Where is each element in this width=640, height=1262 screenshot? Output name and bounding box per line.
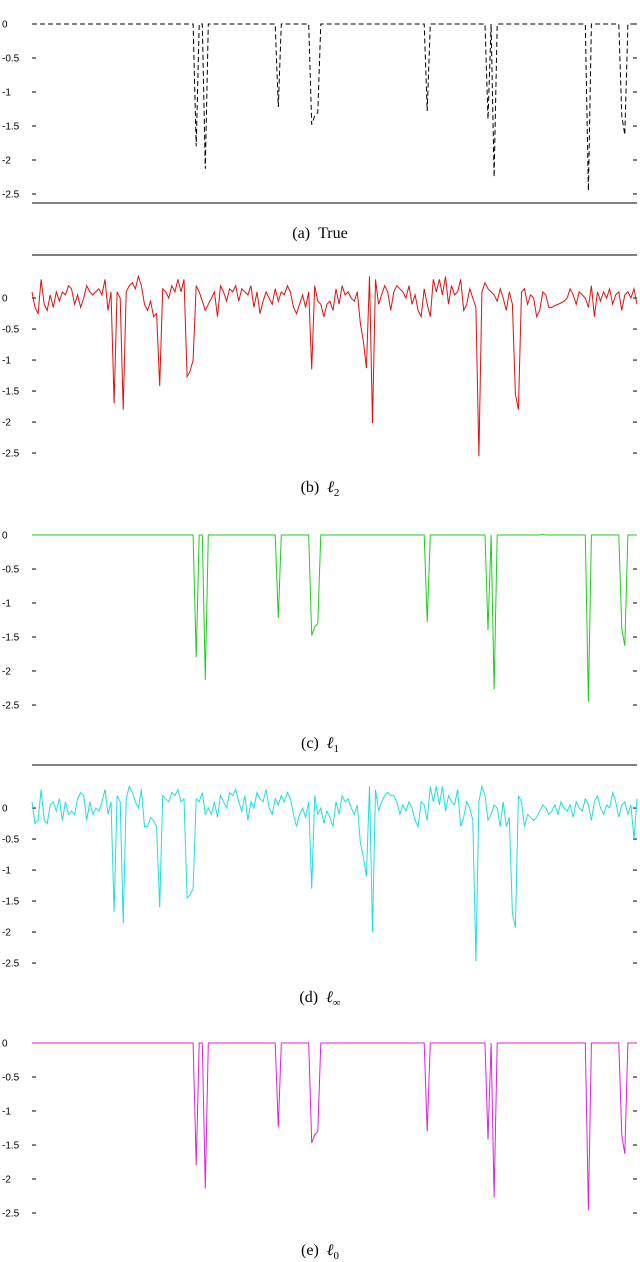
- series-line: [31, 274, 638, 457]
- chart-panel-e: 0-0.5-1-1.5-2-2.5(e) ℓ0: [2, 1039, 637, 1262]
- ytick-label: -1: [2, 356, 11, 367]
- ytick-label: -0.5: [2, 54, 20, 65]
- caption-gap: [319, 1242, 327, 1259]
- caption-subscript: 0: [333, 1250, 339, 1262]
- caption-subscript: ∞: [333, 997, 341, 1009]
- caption-label: (a): [292, 225, 310, 242]
- series-line: [32, 23, 637, 191]
- ytick-label: 0: [2, 294, 8, 305]
- series-line: [32, 1042, 637, 1211]
- caption-gap: [319, 735, 327, 752]
- ytick-label: -1.5: [2, 897, 20, 908]
- series-line: [32, 533, 637, 702]
- caption-gap: [310, 225, 318, 242]
- series-line: [31, 784, 638, 962]
- ytick-label: -1.5: [2, 122, 20, 133]
- panel-caption: (d) ℓ∞: [299, 989, 340, 1009]
- caption-gap: [318, 989, 326, 1006]
- ytick-label: 0: [2, 531, 8, 542]
- ytick-label: -0.5: [2, 1073, 20, 1084]
- panel-caption: (b) ℓ2: [301, 479, 340, 499]
- ytick-label: -0.5: [2, 835, 20, 846]
- caption-label: (d): [299, 989, 318, 1006]
- ytick-label: -2.5: [2, 1209, 20, 1220]
- chart-panel-a: 0 -0.5 -1 -1.5 -2 -2.5 (a) True: [2, 20, 637, 242]
- caption-label: (b): [301, 479, 320, 496]
- ytick-label: -1.5: [2, 387, 20, 398]
- caption-label: (e): [301, 1242, 319, 1259]
- caption-gap: [319, 479, 327, 496]
- ytick-label: 0: [2, 1039, 8, 1050]
- caption-name: ℓ: [326, 989, 333, 1006]
- ytick-label: 0: [2, 20, 8, 31]
- ytick-label: -2.5: [2, 449, 20, 460]
- caption-subscript: 2: [334, 487, 340, 499]
- caption-subscript: 1: [333, 743, 339, 755]
- ytick-label: -2: [2, 418, 11, 429]
- caption-name: ℓ: [327, 735, 334, 752]
- chart-panel-d: 0 -0.5 -1 -1.5 -2 -2.5 (d) ℓ∞: [2, 764, 638, 1009]
- caption-label: (c): [301, 735, 319, 752]
- ytick-label: -1.5: [2, 633, 20, 644]
- ytick-label: -2: [2, 667, 11, 678]
- ytick-label: -2.5: [2, 959, 20, 970]
- ytick-label: -2: [2, 1175, 11, 1186]
- chart-panel-b: 0 -0.5 -1 -1.5 -2 -2.5 (b) ℓ2: [2, 254, 638, 499]
- ytick-label: -0.5: [2, 565, 20, 576]
- ytick-label: -1.5: [2, 1141, 20, 1152]
- ytick-label: -1: [2, 1107, 11, 1118]
- ytick-label: -1: [2, 88, 11, 99]
- caption-name: ℓ: [327, 479, 334, 496]
- ytick-label: -1: [2, 866, 11, 877]
- panel-caption: (c) ℓ1: [301, 735, 339, 755]
- ytick-label: 0: [2, 804, 8, 815]
- panel-caption: (e) ℓ0: [301, 1242, 339, 1262]
- chart-panel-c: 0 -0.5 -1 -1.5 -2 -2.5 (c) ℓ1: [2, 531, 637, 755]
- ytick-label: -2: [2, 928, 11, 939]
- ytick-label: -1: [2, 599, 11, 610]
- ytick-label: -2: [2, 156, 11, 167]
- caption-name: ℓ: [327, 1242, 334, 1259]
- ytick-label: -0.5: [2, 325, 20, 336]
- ytick-label: -2.5: [2, 701, 20, 712]
- caption-name: True: [318, 225, 348, 242]
- ytick-label: -2.5: [2, 190, 20, 201]
- panel-caption: (a) True: [292, 225, 347, 242]
